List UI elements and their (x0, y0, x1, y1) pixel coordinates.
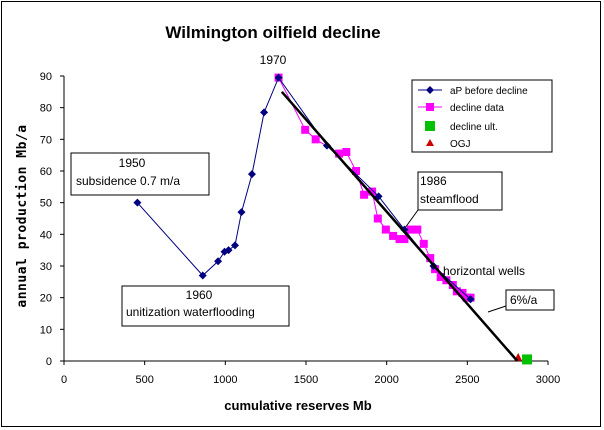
data-point (322, 141, 331, 150)
annotation-year: 1986 (420, 174, 447, 188)
legend-item-ogj: OGJ (426, 139, 471, 150)
legend-label: aP before decline (450, 86, 528, 97)
data-point (389, 231, 398, 240)
data-point (419, 239, 428, 248)
legend-triangle-marker (426, 139, 434, 146)
annotation-horizontal-wells: horizontal wells (443, 264, 525, 278)
annotation-1970: 1970 (260, 53, 287, 67)
annotation-text: 6%/a (510, 293, 538, 307)
decline-trend-line (280, 91, 519, 362)
data-point (436, 273, 445, 282)
legend-diamond-marker (426, 86, 434, 94)
data-point (448, 281, 457, 289)
plot-area: 0 10 20 30 40 50 60 70 80 90 0 500 1000 1500 2000 2500… (40, 71, 560, 386)
callout-6pct: 6%/a (487, 289, 555, 313)
callout-leader (404, 209, 419, 229)
series-0 (133, 73, 475, 304)
data-point (224, 246, 233, 255)
chart-title: Wilmington oilfield decline (165, 23, 380, 42)
legend-label: OGJ (450, 139, 471, 150)
data-point (247, 170, 256, 179)
annotation-text: steamflood (420, 192, 479, 206)
data-point (381, 225, 390, 234)
data-point (413, 225, 422, 234)
y-tick-label: 10 (40, 324, 52, 336)
legend: aP before decline decline data decline u… (411, 79, 553, 153)
callout-leader (487, 305, 507, 313)
x-tick-label: 3000 (536, 374, 560, 386)
callout-box (417, 171, 503, 211)
data-point (231, 241, 240, 250)
legend-item-decline: decline data (418, 103, 504, 114)
y-tick-label: 0 (46, 356, 52, 368)
x-tick-label: 500 (135, 374, 153, 386)
data-point (237, 208, 246, 217)
callout-1986: 1986 steamflood (404, 171, 503, 229)
data-point (406, 225, 415, 234)
data-point (458, 288, 467, 297)
y-ticks: 0 10 20 30 40 50 60 70 80 90 (40, 71, 64, 368)
y-tick-label: 50 (40, 198, 52, 210)
legend-square-marker (425, 121, 435, 131)
x-axis-title: cumulative reserves Mb (224, 398, 371, 413)
x-ticks: 0 500 1000 1500 2000 2500 3000 (61, 361, 560, 386)
data-point (260, 108, 269, 117)
y-axis-title: annual production Mb/a (15, 124, 30, 307)
data-point (522, 354, 533, 365)
callout-box (505, 289, 555, 311)
x-tick-label: 2000 (374, 374, 398, 386)
x-tick-label: 1500 (294, 374, 318, 386)
callout-1960: 1960 unitization waterflooding (121, 285, 290, 327)
y-tick-label: 80 (40, 103, 52, 115)
annotation-year: 1950 (119, 156, 146, 170)
callout-1950: 1950 subsidence 0.7 m/a (70, 152, 210, 196)
legend-label: decline ult. (450, 122, 498, 133)
data-point (301, 125, 310, 134)
legend-label: decline data (450, 103, 504, 114)
data-point (373, 214, 382, 223)
y-tick-label: 70 (40, 134, 52, 146)
data-point (368, 187, 377, 196)
data-point (274, 73, 283, 82)
data-point (431, 265, 440, 274)
y-tick-label: 90 (40, 71, 52, 83)
data-point (395, 235, 404, 244)
data-point (342, 148, 351, 156)
legend-item-ult: decline ult. (425, 121, 498, 133)
y-tick-label: 60 (40, 166, 52, 178)
series-layer (133, 73, 533, 365)
data-point (426, 254, 435, 263)
y-tick-label: 40 (40, 229, 52, 241)
data-point (352, 167, 361, 175)
series-2 (522, 354, 533, 365)
legend-square-marker (426, 103, 434, 111)
data-point (466, 295, 475, 304)
callout-box (121, 285, 290, 327)
data-point (360, 190, 369, 199)
callout-box (70, 152, 210, 196)
data-point (400, 225, 409, 234)
annotation-year: 1960 (186, 288, 213, 302)
y-tick-label: 20 (40, 293, 52, 305)
y-tick-label: 30 (40, 261, 52, 273)
legend-box (411, 79, 553, 153)
data-point (400, 235, 409, 244)
data-point (335, 149, 344, 158)
x-tick-label: 1000 (213, 374, 237, 386)
data-point (214, 257, 223, 266)
data-point (311, 135, 320, 144)
legend-item-ap: aP before decline (418, 86, 528, 97)
data-point (198, 271, 207, 280)
annotation-text: unitization waterflooding (126, 305, 255, 319)
data-point (133, 198, 142, 207)
x-tick-label: 2500 (455, 374, 479, 386)
annotation-text: subsidence 0.7 m/a (76, 174, 180, 188)
x-tick-label: 0 (61, 374, 67, 386)
data-point (462, 293, 471, 302)
